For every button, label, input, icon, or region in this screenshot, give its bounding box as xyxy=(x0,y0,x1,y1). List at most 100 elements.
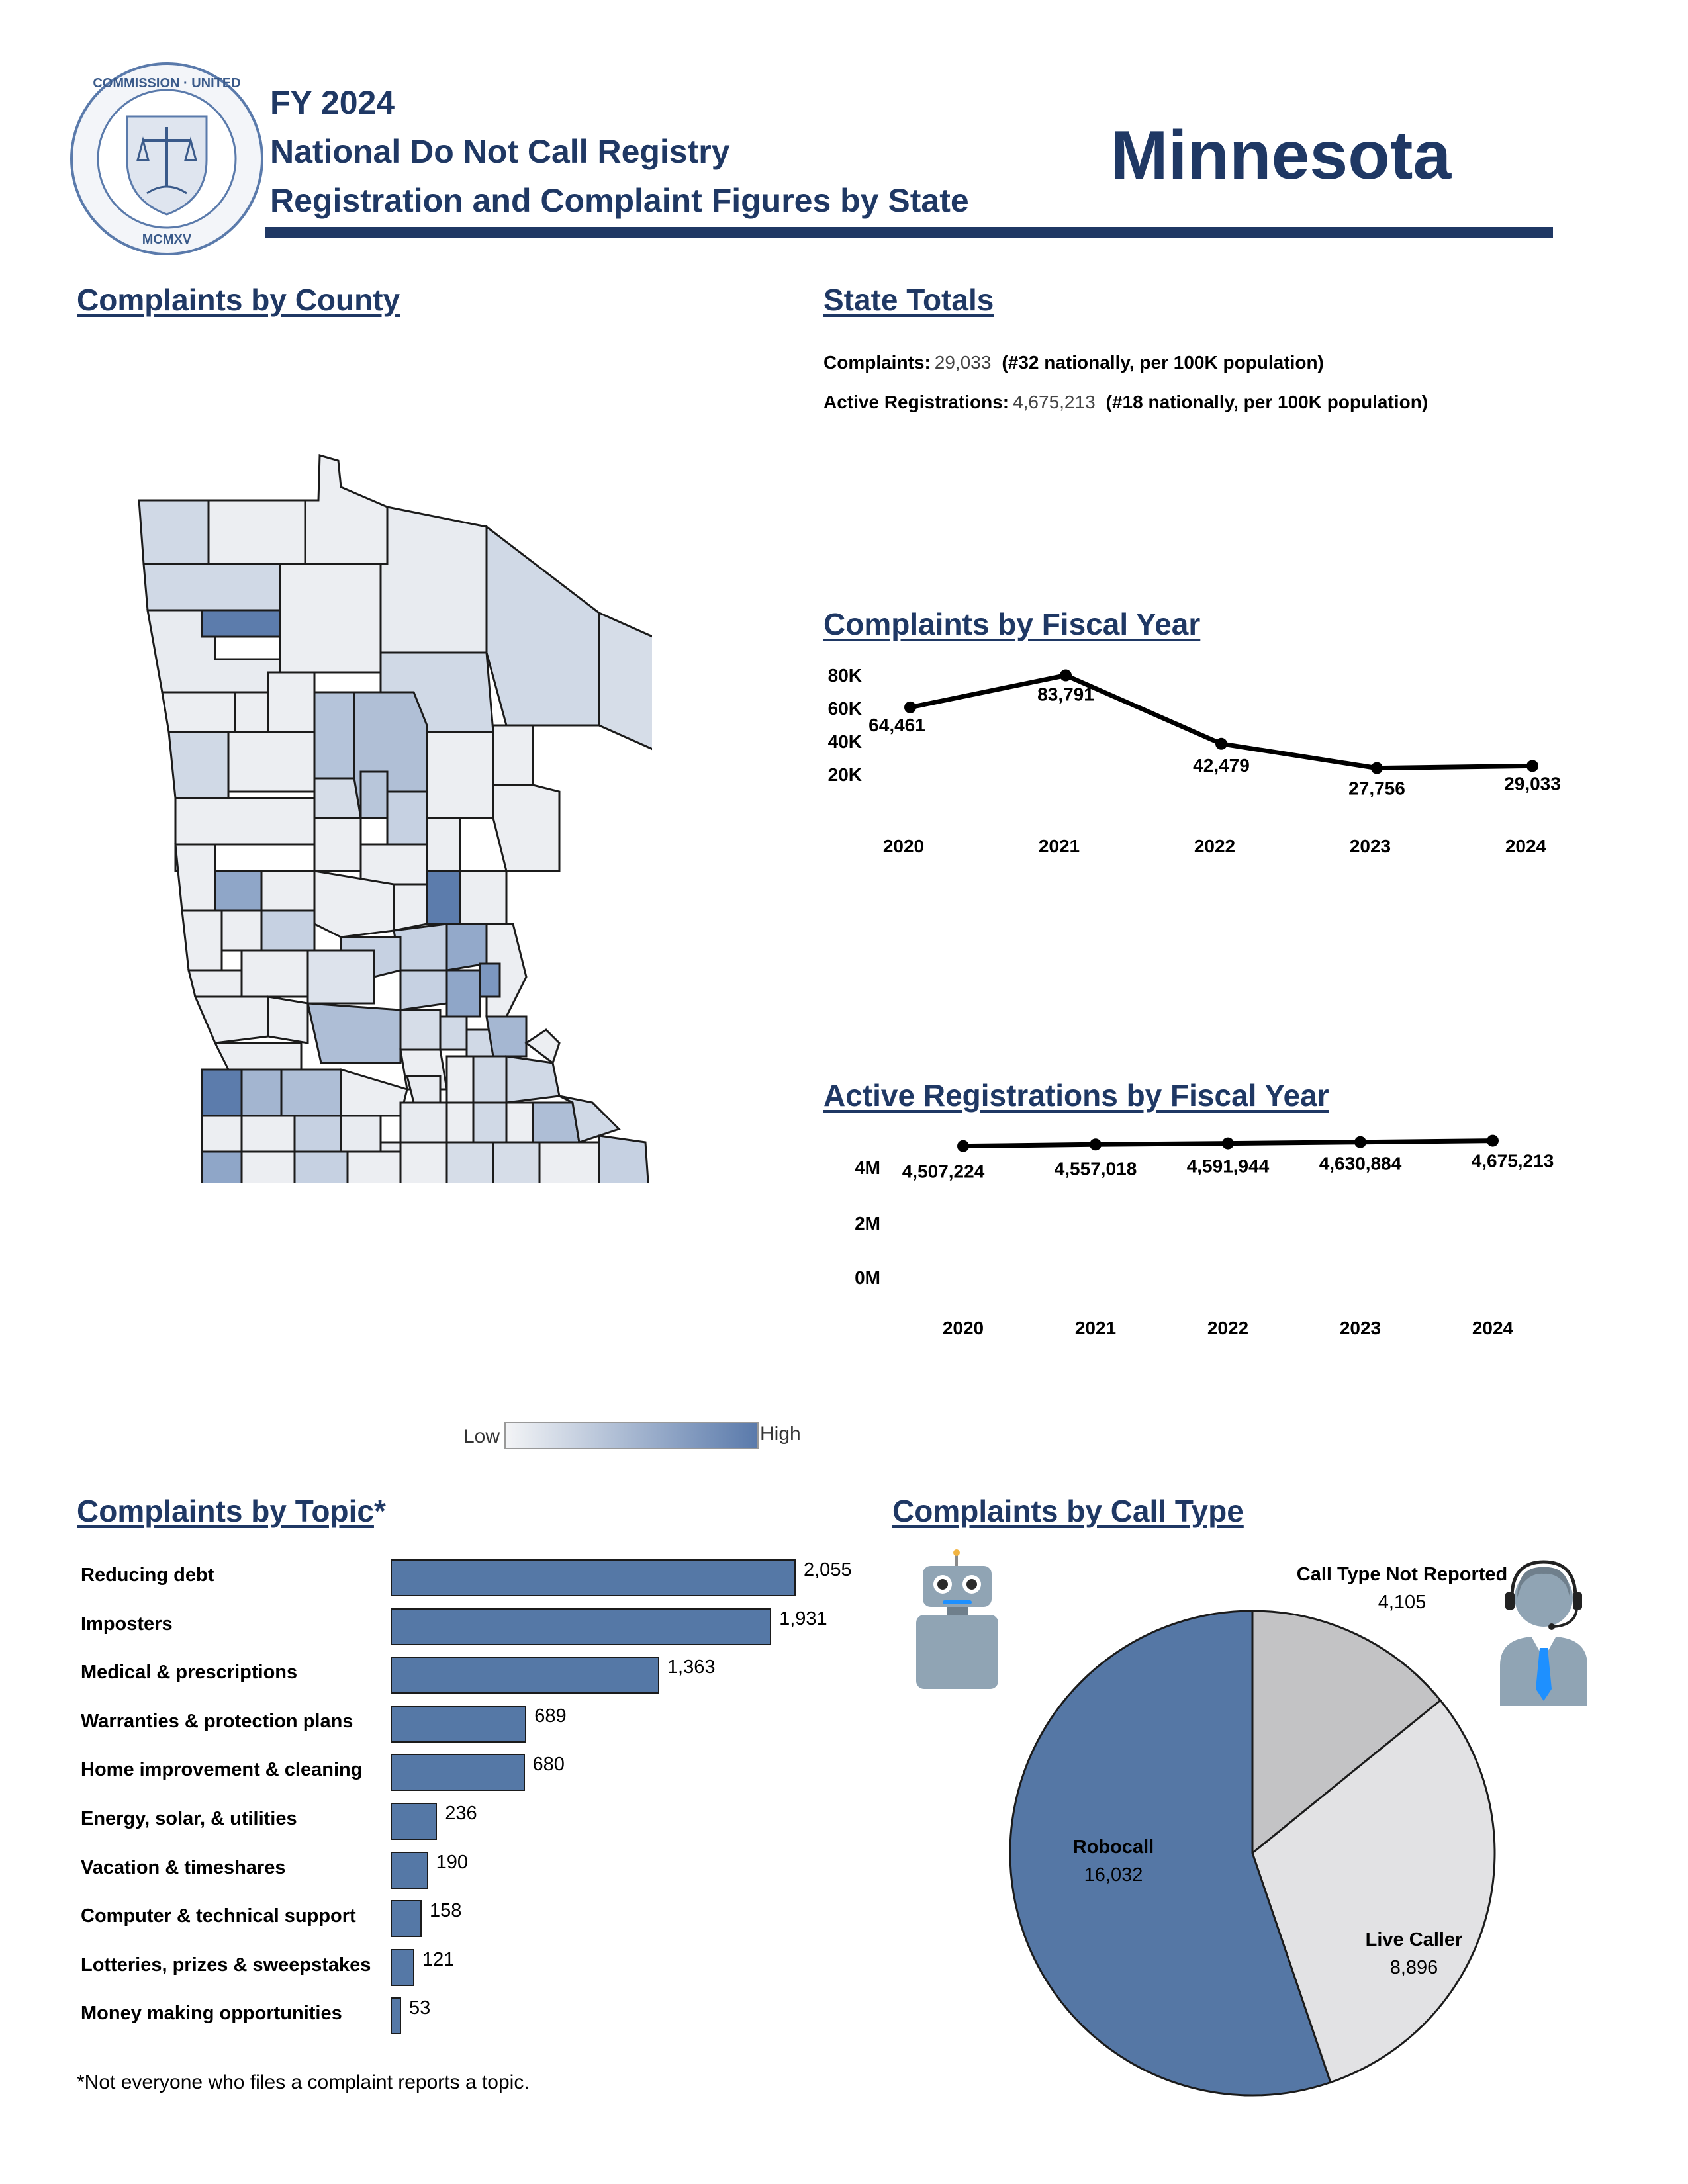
topic-bar xyxy=(391,1559,796,1596)
registrations-x-tick: 2023 xyxy=(1340,1318,1381,1338)
county-clay xyxy=(167,731,230,799)
topics-title-text: Complaints by Topic xyxy=(77,1494,374,1528)
county-carlton xyxy=(492,724,534,786)
county-lac-qui-parle xyxy=(193,995,269,1044)
county-watonwan xyxy=(340,1115,382,1153)
complaints-y-tick: 60K xyxy=(828,698,862,719)
county-dodge xyxy=(505,1101,534,1144)
county-faribault xyxy=(399,1141,448,1193)
ftc-seal: COMMISSION · UNITED MCMXV xyxy=(69,61,265,257)
state-name: Minnesota xyxy=(1111,117,1452,194)
county-clearwater xyxy=(267,671,316,733)
county-swift xyxy=(240,949,309,998)
topic-label: Energy, solar, & utilities xyxy=(81,1808,297,1829)
headset-operator-icon xyxy=(1497,1559,1590,1711)
county-grant xyxy=(214,870,263,912)
county-mahnomen xyxy=(234,691,269,733)
county-wabasha xyxy=(524,1028,561,1065)
complaints-total-value: 29,033 xyxy=(934,352,992,373)
county-nicollet xyxy=(406,1075,442,1104)
topic-bar xyxy=(391,1997,401,2035)
call-type-pie-chart: Call Type Not Reported 4,105 Live Caller 8,… xyxy=(861,1549,1589,2105)
county-ramsey xyxy=(479,962,501,998)
county-wadena xyxy=(313,777,362,819)
complaints-x-tick: 2024 xyxy=(1505,836,1547,856)
topic-label: Reducing debt xyxy=(81,1565,214,1586)
county-todd xyxy=(313,817,362,872)
complaints-data-label: 64,461 xyxy=(868,715,925,735)
pie-slice-name: Live Caller xyxy=(1366,1929,1463,1950)
county-chisago xyxy=(459,870,508,925)
county-meeker xyxy=(340,936,402,978)
county-roseau xyxy=(207,499,306,565)
robot-icon xyxy=(914,1549,1000,1694)
complaints-total-rank: (#32 nationally, per 100K population) xyxy=(1002,352,1324,373)
complaints-y-tick: 20K xyxy=(828,764,862,785)
county-murray xyxy=(240,1115,296,1153)
complaints-by-year-title: Complaints by Fiscal Year xyxy=(823,607,1201,641)
county-stevens xyxy=(220,909,263,952)
registrations-point xyxy=(1222,1137,1234,1150)
topic-value-label: 1,363 xyxy=(667,1657,716,1678)
topic-value-label: 53 xyxy=(409,1997,431,2019)
county-big-stone xyxy=(187,969,243,998)
complaints-total-row: Complaints: 29,033 (#32 nationally, per 10… xyxy=(823,352,1324,373)
legend-low-label: Low xyxy=(463,1426,500,1447)
complaints-total-label: Complaints: xyxy=(823,352,931,373)
topic-bar xyxy=(391,1608,772,1645)
county-douglas xyxy=(260,870,316,912)
complaints-data-label: 27,756 xyxy=(1348,778,1405,799)
topic-label: Medical & prescriptions xyxy=(81,1662,298,1684)
county-nobles xyxy=(240,1150,296,1193)
registrations-x-tick: 2021 xyxy=(1075,1318,1116,1338)
topic-value-label: 236 xyxy=(445,1803,477,1824)
topic-label: Home improvement & cleaning xyxy=(81,1759,363,1781)
registrations-data-label: 4,507,224 xyxy=(902,1161,985,1182)
topic-bar xyxy=(391,1705,527,1743)
registrations-total-rank: (#18 nationally, per 100K population) xyxy=(1105,392,1429,412)
registrations-total-value: 4,675,213 xyxy=(1013,392,1096,412)
county-mower xyxy=(492,1141,541,1193)
county-morrison xyxy=(359,843,428,886)
topics-title-mark: * xyxy=(373,1494,386,1528)
county-pennington xyxy=(201,609,281,638)
registrations-y-tick: 4M xyxy=(855,1158,880,1178)
complaints-y-tick: 40K xyxy=(828,731,862,752)
registrations-data-label: 4,630,884 xyxy=(1319,1154,1402,1174)
pie-slice xyxy=(1251,1610,1442,1856)
county-hennepin xyxy=(445,969,481,1018)
county-marshall xyxy=(142,563,281,612)
county-kittson xyxy=(138,499,210,565)
registrations-point xyxy=(957,1140,969,1152)
svg-text:MCMXV: MCMXV xyxy=(142,232,192,247)
topic-bar xyxy=(391,1851,428,1889)
registrations-x-tick: 2020 xyxy=(943,1318,984,1338)
county-cottonwood xyxy=(293,1115,342,1153)
complaints-data-label: 42,479 xyxy=(1193,755,1250,776)
county-steele xyxy=(472,1101,508,1144)
county-brown xyxy=(340,1068,408,1117)
topic-value-label: 680 xyxy=(532,1754,565,1776)
county-yellow-medicine xyxy=(213,1042,303,1071)
topic-value-label: 190 xyxy=(436,1851,468,1873)
county-lincoln xyxy=(201,1068,243,1117)
topic-value-label: 2,055 xyxy=(804,1559,852,1580)
topic-value-label: 121 xyxy=(422,1948,455,1970)
complaints-x-tick: 2021 xyxy=(1039,836,1080,856)
topic-bar xyxy=(391,1900,422,1938)
header-rule xyxy=(265,227,1553,238)
county-hubbard xyxy=(313,691,355,780)
topic-label: Imposters xyxy=(81,1613,173,1635)
complaints-data-label: 83,791 xyxy=(1037,684,1094,705)
registrations-data-label: 4,557,018 xyxy=(1055,1158,1137,1179)
registrations-point xyxy=(1354,1136,1366,1148)
county-aitkin xyxy=(426,731,494,819)
pie-slice-name: Robocall xyxy=(1073,1837,1154,1858)
county-lake xyxy=(598,611,660,754)
county-kandiyohi xyxy=(306,949,375,1005)
topic-bar xyxy=(391,1948,415,1986)
topic-label: Warranties & protection plans xyxy=(81,1710,353,1732)
pie-slice xyxy=(1009,1610,1332,2097)
county-st-louis xyxy=(485,524,600,727)
county-traverse xyxy=(181,909,223,972)
